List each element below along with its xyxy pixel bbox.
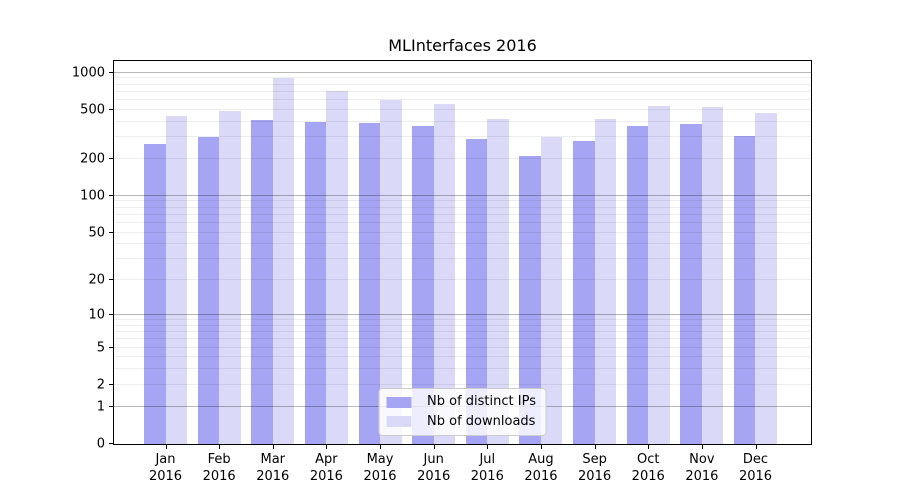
y-tick-mark: [109, 194, 113, 196]
bar: [594, 118, 616, 444]
y-tick-label: 20: [88, 272, 105, 288]
x-tick-label: Jan 2016: [148, 452, 183, 484]
bar-group-may: [358, 61, 402, 444]
bar: [380, 99, 402, 444]
bar: [165, 116, 187, 444]
bar: [304, 122, 327, 444]
x-tick-label: Oct 2016: [631, 452, 665, 484]
y-tick-label: 0: [96, 436, 105, 452]
bar: [755, 112, 777, 444]
y-tick-mark: [109, 231, 113, 233]
bar: [465, 138, 488, 444]
bar-group-jan: [144, 61, 187, 444]
bar: [648, 106, 670, 444]
y-tick-mark: [109, 383, 113, 385]
bar: [733, 135, 756, 444]
y-tick-mark: [109, 346, 113, 348]
bar-group-nov: [680, 61, 724, 444]
legend-label-distinct-ips: Nb of distinct IPs: [427, 394, 536, 410]
x-tick-mark: [701, 445, 703, 449]
x-tick-mark: [648, 445, 650, 449]
x-tick-mark: [380, 445, 382, 449]
y-tick-mark: [109, 443, 113, 444]
x-tick-label: Dec 2016: [738, 452, 773, 484]
x-tick-mark: [755, 445, 757, 449]
bar: [412, 125, 434, 444]
y-tick-label: 200: [80, 151, 105, 167]
y-tick-mark: [109, 157, 113, 159]
y-tick-label: 5: [96, 340, 105, 356]
bar: [197, 137, 220, 444]
y-tick-label: 1000: [71, 65, 105, 80]
bar-group-sep: [573, 61, 616, 444]
x-tick-label: Nov 2016: [685, 452, 719, 484]
y-tick-mark: [109, 314, 113, 316]
y-tick-mark: [109, 405, 113, 407]
legend-label-downloads: Nb of downloads: [427, 413, 536, 429]
x-tick-mark: [433, 445, 435, 449]
bar: [433, 103, 456, 444]
bar-group-jun: [412, 61, 456, 444]
x-tick-mark: [165, 445, 167, 449]
bar: [573, 141, 595, 444]
x-tick-label: May 2016: [363, 452, 397, 484]
bar-group-dec: [733, 61, 777, 444]
x-tick-label: Apr 2016: [309, 452, 343, 484]
y-tick-label: 50: [88, 225, 105, 241]
x-tick-mark: [540, 445, 542, 449]
x-tick-mark: [272, 445, 274, 449]
bar-group-mar: [251, 61, 295, 444]
y-tick-label: 2: [96, 377, 105, 393]
bars-container: [114, 61, 811, 444]
x-tick-mark: [487, 445, 489, 449]
x-tick-label: Aug 2016: [524, 452, 558, 484]
y-tick-mark: [109, 279, 113, 281]
legend-item: Nb of distinct IPs: [386, 395, 536, 409]
x-tick-mark: [326, 445, 328, 449]
bar-group-aug: [519, 61, 563, 444]
bar: [144, 143, 166, 444]
legend-swatch-downloads: [386, 416, 412, 428]
bar: [540, 137, 563, 444]
bar-group-oct: [626, 61, 670, 444]
bar: [680, 123, 702, 444]
legend-swatch-distinct-ips: [386, 397, 412, 409]
bar: [272, 77, 295, 444]
bar: [626, 125, 649, 444]
bar-group-apr: [304, 61, 348, 444]
legend-item: Nb of downloads: [386, 413, 536, 429]
bar: [219, 110, 241, 444]
plot-area: 0 1 2 5 10 20 50 100 200 500 1000 Jan 2016 Feb 2016 Ma…: [72, 60, 812, 484]
y-tick-label: 1: [96, 399, 105, 415]
bar: [487, 119, 509, 444]
bar: [701, 106, 724, 444]
y-tick-mark: [109, 71, 113, 73]
x-tick-label: Jul 2016: [470, 452, 504, 484]
bar: [519, 155, 541, 444]
bar: [326, 90, 348, 444]
y-tick-label: 100: [80, 188, 105, 204]
x-tick-label: Jun 2016: [417, 452, 451, 484]
x-tick-mark: [594, 445, 596, 449]
bar-group-jul: [465, 61, 509, 444]
x-tick-label: Mar 2016: [256, 452, 290, 484]
x-tick-label: Sep 2016: [578, 452, 612, 484]
y-tick-mark: [109, 108, 113, 110]
bar: [358, 122, 380, 444]
x-tick-mark: [219, 445, 221, 449]
bar-group-feb: [197, 61, 241, 444]
bar: [251, 119, 273, 444]
legend: Nb of distinct IPs Nb of downloads: [378, 388, 547, 436]
y-tick-label: 10: [88, 307, 105, 323]
chart-title: MLInterfaces 2016: [388, 36, 537, 55]
y-tick-label: 500: [80, 102, 105, 118]
x-tick-label: Feb 2016: [202, 452, 236, 484]
